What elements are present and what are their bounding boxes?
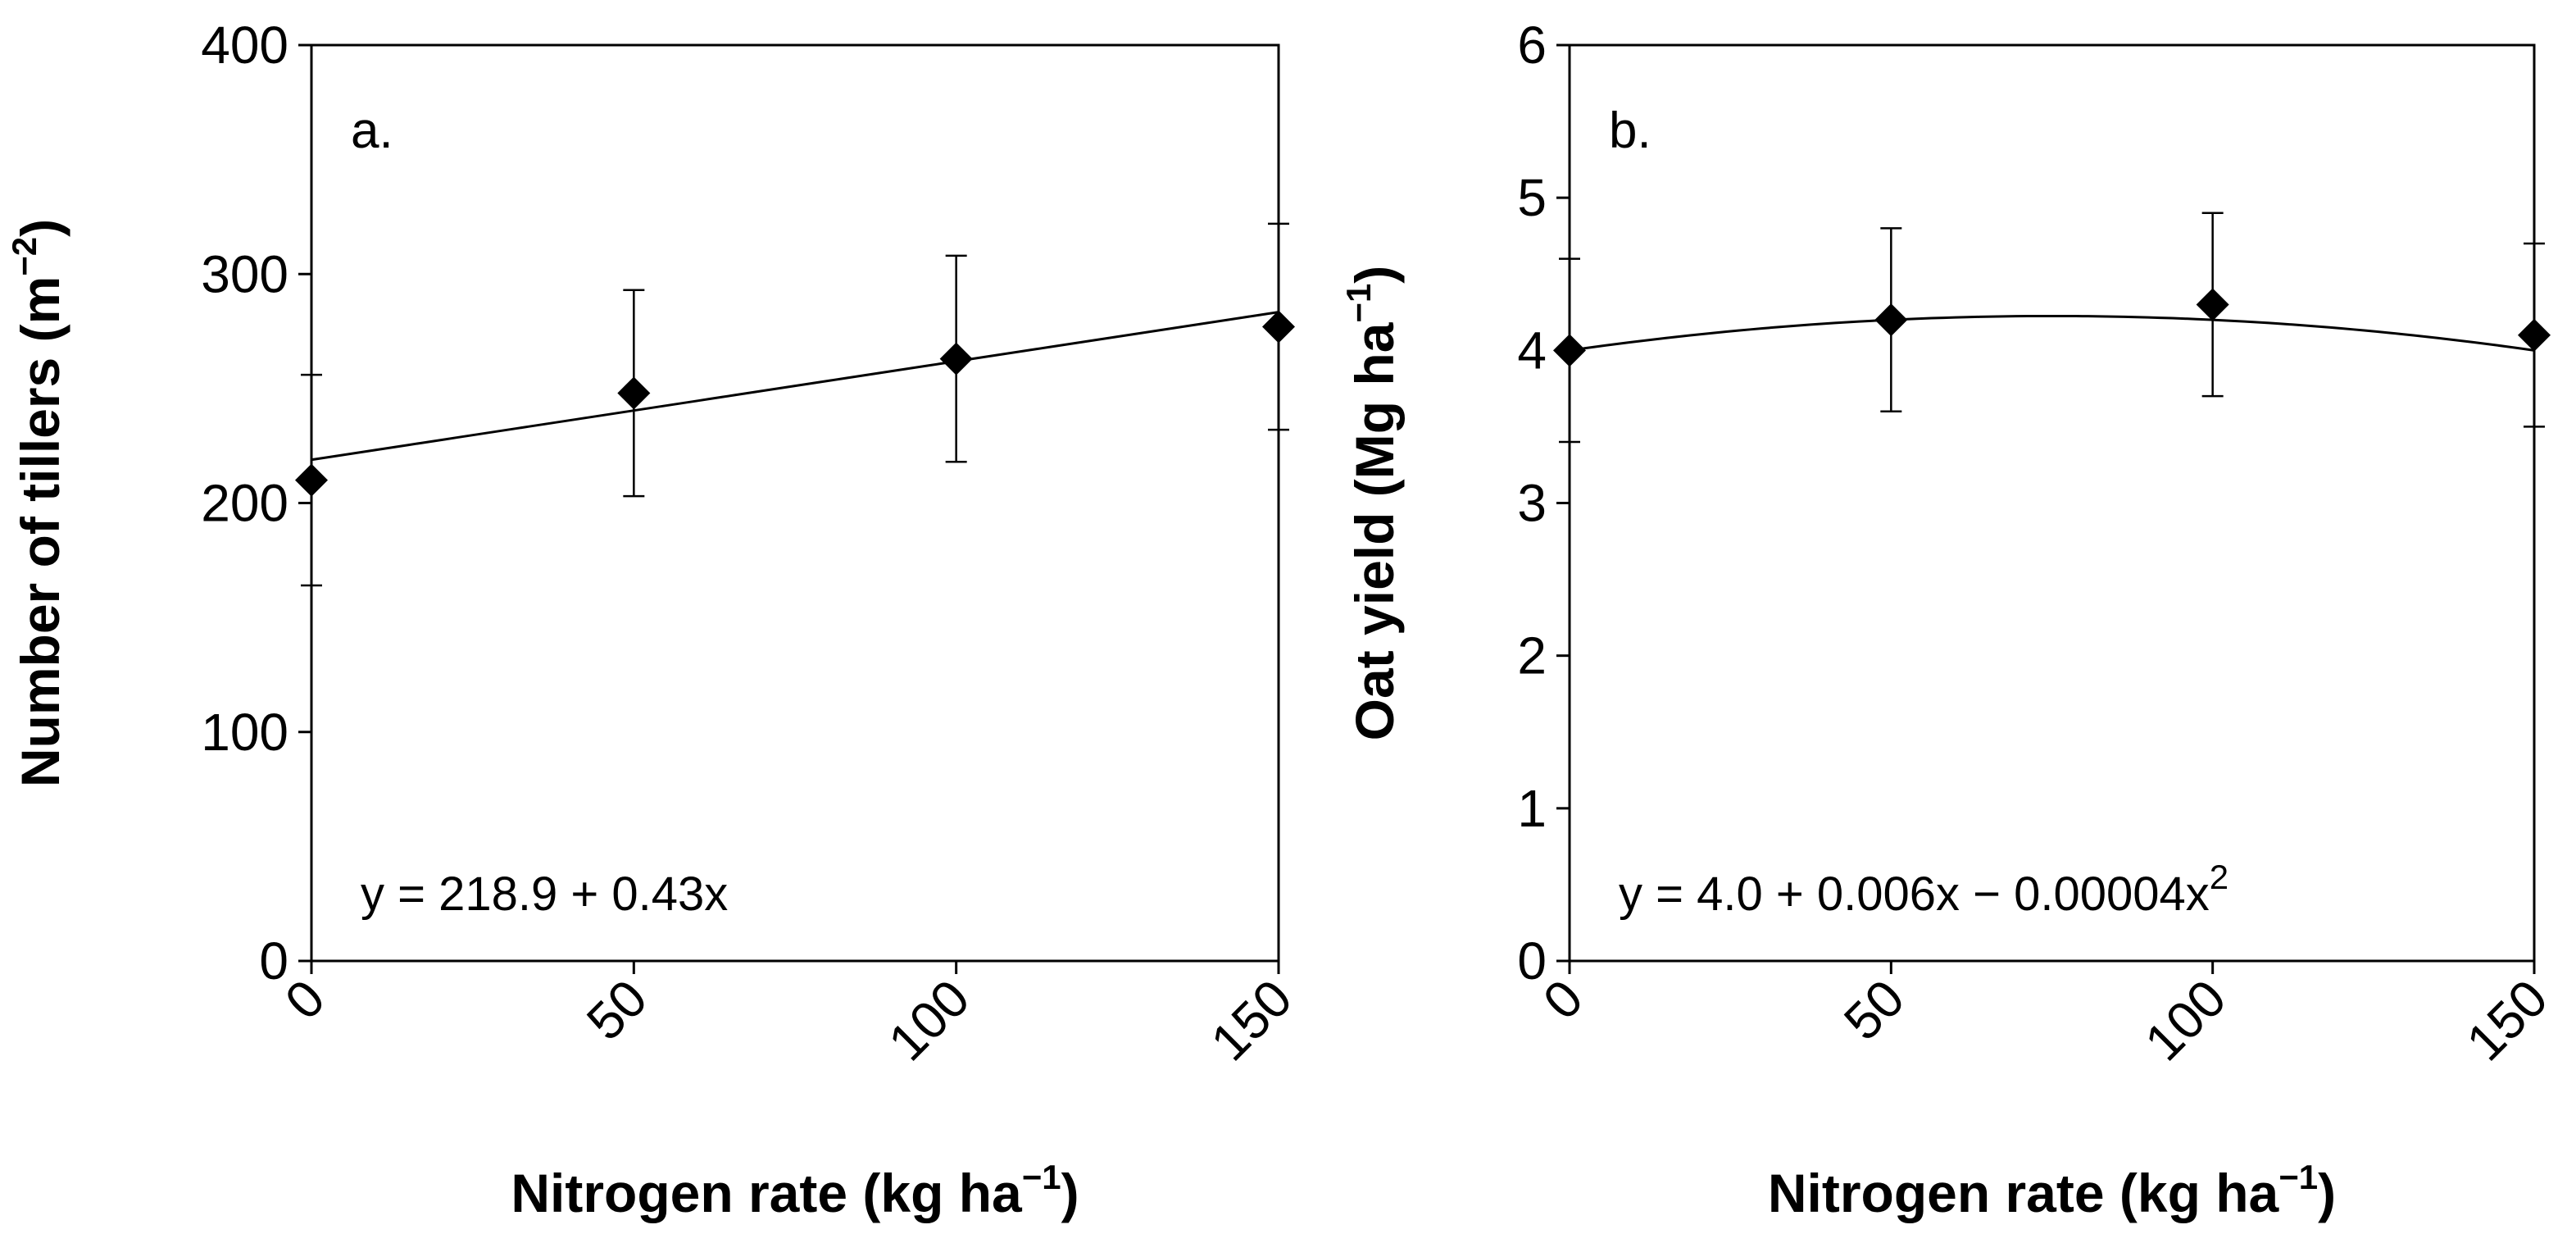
y-axis-title-exponent: −1 xyxy=(1339,284,1378,323)
y-tick-label: 400 xyxy=(201,16,288,75)
panel-label: b. xyxy=(1609,102,1651,159)
y-axis-title-text: Oat yield (Mg ha xyxy=(1344,321,1405,740)
x-tick-label: 50 xyxy=(575,968,658,1051)
fit-equation-exponent: 2 xyxy=(2210,858,2228,896)
panel-label: a. xyxy=(351,102,393,159)
y-tick-label: 3 xyxy=(1517,474,1547,533)
y-axis-title-close: ) xyxy=(1344,266,1405,284)
y-axis-title-exponent: −2 xyxy=(5,237,43,276)
y-axis-title-close: ) xyxy=(10,219,70,237)
plot-frame xyxy=(310,43,1280,963)
fit-equation-text: y = 4.0 + 0.006x − 0.00004x xyxy=(1619,867,2210,921)
y-tick-label: 0 xyxy=(259,931,288,990)
data-point xyxy=(617,376,651,410)
x-axis-title-close: ) xyxy=(1061,1163,1079,1223)
data-point xyxy=(2196,288,2229,321)
data-point xyxy=(1553,334,1586,367)
x-tick-label: 50 xyxy=(1833,968,1915,1051)
fit-equation: y = 4.0 + 0.006x − 0.00004x2 xyxy=(1619,858,2228,921)
y-tick-label: 300 xyxy=(201,244,288,303)
x-tick-label: 150 xyxy=(2455,968,2558,1072)
x-axis-title-exponent: −1 xyxy=(1022,1158,1061,1196)
fit-line xyxy=(1569,314,2535,352)
y-axis-title: Oat yield (Mg ha−1) xyxy=(1339,266,1405,741)
data-point xyxy=(295,463,328,497)
y-axis-title: Number of tillers (m−2) xyxy=(5,219,70,787)
x-tick-label: 150 xyxy=(1199,968,1302,1072)
x-axis-title: Nitrogen rate (kg ha−1) xyxy=(511,1158,1079,1223)
y-axis-title-text: Number of tillers (m xyxy=(10,276,70,787)
fit-line xyxy=(311,311,1279,462)
y-tick-label: 5 xyxy=(1517,168,1547,227)
y-tick-label: 1 xyxy=(1517,779,1547,838)
fit-equation-text: y = 218.9 + 0.43x xyxy=(361,867,728,921)
y-tick-label: 0 xyxy=(1517,931,1547,990)
x-tick-label: 100 xyxy=(2133,968,2237,1072)
plot-frame xyxy=(1568,43,2536,963)
x-axis-title-text: Nitrogen rate (kg ha xyxy=(1768,1163,2280,1223)
x-axis-title: Nitrogen rate (kg ha−1) xyxy=(1768,1158,2336,1223)
fit-equation: y = 218.9 + 0.43x xyxy=(361,867,728,921)
data-point xyxy=(939,342,973,376)
y-tick-label: 100 xyxy=(201,703,288,762)
data-point xyxy=(1262,310,1295,344)
x-tick-label: 100 xyxy=(877,968,980,1072)
y-tick-label: 6 xyxy=(1517,16,1547,75)
y-tick-label: 2 xyxy=(1517,626,1547,685)
x-axis-title-close: ) xyxy=(2318,1163,2336,1223)
y-tick-label: 4 xyxy=(1517,321,1547,380)
x-axis-title-exponent: −1 xyxy=(2278,1158,2318,1196)
data-point xyxy=(1874,303,1908,337)
data-point xyxy=(2518,318,2551,352)
x-axis-title-text: Nitrogen rate (kg ha xyxy=(511,1163,1023,1223)
y-tick-label: 200 xyxy=(201,474,288,533)
